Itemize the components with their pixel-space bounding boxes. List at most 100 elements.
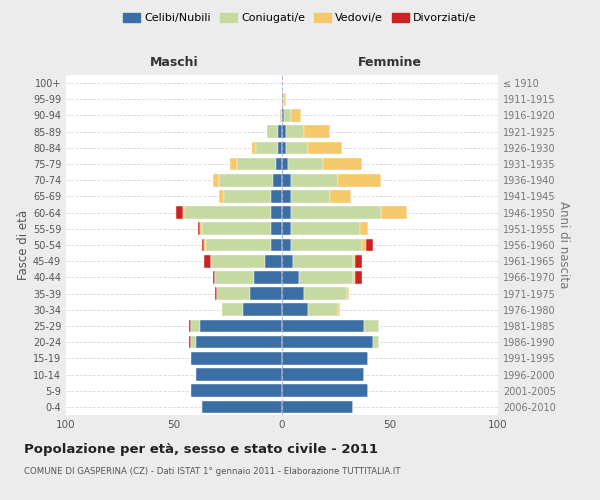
Bar — [198, 222, 200, 235]
Bar — [353, 271, 355, 283]
Bar — [176, 206, 182, 219]
Bar — [304, 126, 329, 138]
Bar — [243, 304, 282, 316]
Bar — [278, 126, 282, 138]
Bar — [202, 222, 271, 235]
Bar — [282, 288, 304, 300]
Bar — [274, 174, 282, 186]
Bar — [282, 320, 364, 332]
Bar — [282, 368, 364, 381]
Bar — [204, 238, 206, 252]
Bar — [355, 271, 362, 283]
Bar — [304, 288, 347, 300]
Legend: Celibi/Nubili, Coniugati/e, Vedovi/e, Divorziati/e: Celibi/Nubili, Coniugati/e, Vedovi/e, Di… — [119, 8, 481, 28]
Bar — [220, 190, 224, 202]
Bar — [338, 174, 382, 186]
Bar — [308, 304, 338, 316]
Bar — [185, 206, 271, 219]
Bar — [200, 222, 202, 235]
Text: Popolazione per età, sesso e stato civile - 2011: Popolazione per età, sesso e stato civil… — [24, 442, 378, 456]
Bar — [290, 222, 360, 235]
Bar — [360, 222, 368, 235]
Bar — [366, 238, 373, 252]
Y-axis label: Fasce di età: Fasce di età — [17, 210, 30, 280]
Bar — [282, 271, 299, 283]
Bar — [236, 158, 275, 170]
Bar — [293, 255, 353, 268]
Bar — [252, 142, 256, 154]
Bar — [284, 93, 286, 106]
Bar — [196, 368, 282, 381]
Bar — [282, 142, 286, 154]
Bar — [347, 288, 349, 300]
Bar — [191, 384, 282, 397]
Bar — [282, 255, 293, 268]
Bar — [202, 238, 204, 252]
Bar — [282, 190, 290, 202]
Bar — [284, 109, 290, 122]
Bar — [204, 255, 211, 268]
Bar — [202, 400, 282, 413]
Bar — [196, 336, 282, 348]
Text: COMUNE DI GASPERINA (CZ) - Dati ISTAT 1° gennaio 2011 - Elaborazione TUTTITALIA.: COMUNE DI GASPERINA (CZ) - Dati ISTAT 1°… — [24, 468, 401, 476]
Bar — [282, 384, 368, 397]
Bar — [230, 158, 236, 170]
Bar — [215, 288, 217, 300]
Y-axis label: Anni di nascita: Anni di nascita — [557, 202, 569, 288]
Bar — [271, 190, 282, 202]
Bar — [282, 222, 290, 235]
Bar — [282, 93, 284, 106]
Bar — [355, 255, 362, 268]
Bar — [250, 288, 282, 300]
Bar — [256, 142, 278, 154]
Bar — [254, 271, 282, 283]
Bar — [213, 271, 215, 283]
Bar — [282, 158, 289, 170]
Bar — [289, 158, 323, 170]
Bar — [286, 142, 308, 154]
Bar — [191, 320, 200, 332]
Bar — [323, 158, 362, 170]
Text: Maschi: Maschi — [149, 56, 199, 68]
Bar — [191, 336, 196, 348]
Bar — [200, 320, 282, 332]
Bar — [278, 142, 282, 154]
Bar — [282, 304, 308, 316]
Text: Femmine: Femmine — [358, 56, 422, 68]
Bar — [189, 320, 191, 332]
Bar — [182, 206, 185, 219]
Bar — [217, 288, 250, 300]
Bar — [290, 190, 329, 202]
Bar — [282, 352, 368, 364]
Bar — [221, 304, 243, 316]
Bar — [215, 271, 254, 283]
Bar — [338, 304, 340, 316]
Bar — [282, 126, 286, 138]
Bar — [308, 142, 343, 154]
Bar — [265, 255, 282, 268]
Bar — [362, 238, 366, 252]
Bar — [189, 336, 191, 348]
Bar — [282, 174, 290, 186]
Bar — [282, 400, 353, 413]
Bar — [282, 238, 290, 252]
Bar — [290, 174, 338, 186]
Bar — [271, 206, 282, 219]
Bar — [373, 336, 379, 348]
Bar — [280, 109, 282, 122]
Bar — [282, 206, 290, 219]
Bar — [220, 174, 274, 186]
Bar — [282, 336, 373, 348]
Bar — [267, 126, 278, 138]
Bar — [364, 320, 379, 332]
Bar — [271, 238, 282, 252]
Bar — [211, 255, 265, 268]
Bar — [382, 206, 407, 219]
Bar — [206, 238, 271, 252]
Bar — [290, 109, 301, 122]
Bar — [191, 352, 282, 364]
Bar — [353, 255, 355, 268]
Bar — [329, 190, 351, 202]
Bar — [213, 174, 220, 186]
Bar — [299, 271, 353, 283]
